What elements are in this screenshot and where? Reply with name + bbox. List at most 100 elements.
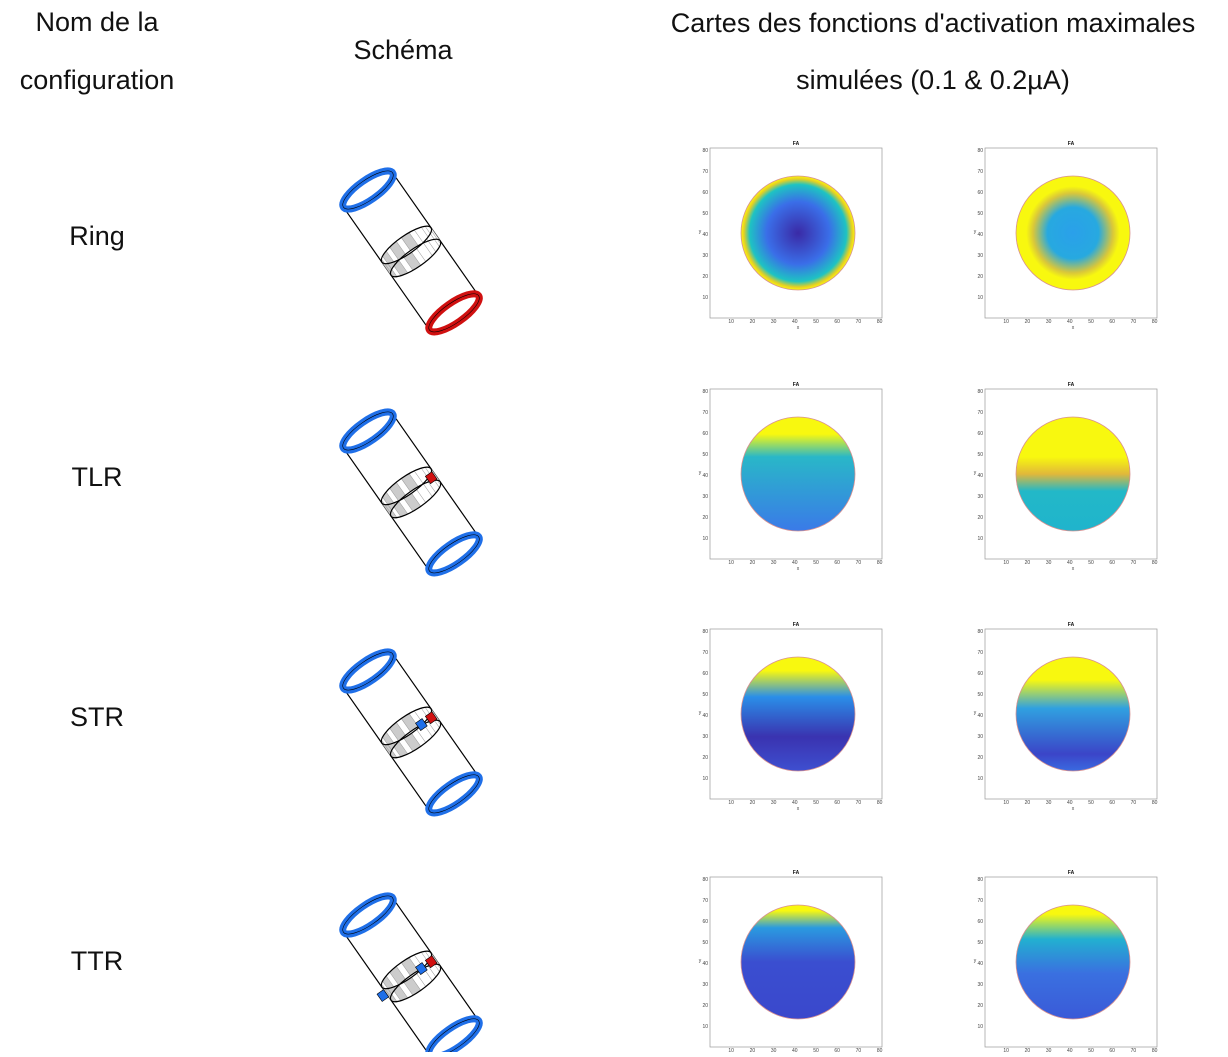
x-tick-label: 20 [750, 319, 756, 325]
y-tick-label: 20 [977, 755, 983, 761]
ring-electrode [339, 892, 397, 938]
x-tick-label: 80 [1152, 319, 1158, 325]
x-tick-label: 30 [1046, 800, 1052, 806]
y-tick-label: 50 [702, 211, 708, 217]
ring-electrode [425, 531, 483, 577]
x-tick-label: 20 [750, 560, 756, 566]
x-tick-label: 40 [792, 319, 798, 325]
y-tick-label: 20 [702, 1003, 708, 1009]
x-tick-label: 20 [750, 1048, 756, 1052]
y-tick-label: 20 [702, 274, 708, 280]
x-tick-label: 70 [856, 319, 862, 325]
electrode [424, 711, 438, 725]
y-tick-label: 40 [977, 232, 983, 238]
x-tick-label: 70 [856, 560, 862, 566]
y-tick-label: 30 [702, 734, 708, 740]
header: configuration [20, 65, 175, 95]
electrode [376, 989, 390, 1002]
y-tick-label: 80 [977, 389, 983, 395]
electrode [415, 962, 428, 975]
x-tick-label: 10 [1003, 800, 1009, 806]
x-tick-label: 20 [750, 800, 756, 806]
x-tick-label: 40 [1067, 800, 1073, 806]
y-tick-label: 80 [977, 877, 983, 883]
x-tick-label: 50 [813, 1048, 819, 1052]
plot-title: FA [1068, 141, 1075, 147]
x-label: x [1072, 325, 1075, 331]
y-tick-label: 50 [977, 211, 983, 217]
y-tick-label: 30 [977, 494, 983, 500]
ring-segment [400, 713, 419, 732]
x-label: x [797, 566, 800, 572]
x-tick-label: 60 [1109, 800, 1115, 806]
x-tick-label: 50 [1088, 319, 1094, 325]
schematic [339, 892, 483, 1057]
x-tick-label: 60 [834, 1048, 840, 1052]
ring-segment [400, 957, 419, 976]
ring-outline [342, 170, 394, 210]
x-tick-label: 60 [1109, 1048, 1115, 1052]
x-tick-label: 40 [1067, 560, 1073, 566]
y-label: y [974, 229, 977, 235]
ring [380, 225, 433, 265]
plot-title: FA [1068, 382, 1075, 388]
ring [389, 238, 442, 278]
ring [389, 479, 442, 519]
y-label: y [974, 710, 977, 716]
ring-segment [400, 232, 419, 251]
ring [380, 706, 433, 746]
y-tick-label: 60 [977, 190, 983, 196]
header: Schéma [353, 35, 453, 65]
x-tick-label: 30 [771, 1048, 777, 1052]
y-tick-label: 30 [977, 982, 983, 988]
ring-segment [403, 732, 422, 752]
y-tick-label: 40 [702, 473, 708, 479]
x-tick-label: 80 [877, 1048, 883, 1052]
y-tick-label: 80 [702, 389, 708, 395]
y-tick-label: 40 [702, 232, 708, 238]
x-label: x [1072, 806, 1075, 812]
plot-title: FA [793, 622, 800, 628]
x-tick-label: 50 [813, 800, 819, 806]
x-tick-label: 20 [1025, 560, 1031, 566]
y-tick-label: 70 [702, 650, 708, 656]
x-tick-label: 70 [1131, 319, 1137, 325]
ring [389, 719, 442, 759]
activation-map [740, 656, 856, 772]
x-tick-label: 30 [1046, 319, 1052, 325]
plot-title: FA [793, 141, 800, 147]
x-tick-label: 70 [1131, 800, 1137, 806]
x-label: x [797, 325, 800, 331]
y-tick-label: 40 [702, 961, 708, 967]
y-tick-label: 80 [702, 877, 708, 883]
x-tick-label: 10 [1003, 319, 1009, 325]
activation-map [1015, 904, 1131, 1020]
schematic [339, 648, 483, 817]
y-tick-label: 70 [977, 898, 983, 904]
row-label: TLR [71, 462, 122, 492]
x-tick-label: 70 [856, 1048, 862, 1052]
x-tick-label: 80 [877, 319, 883, 325]
x-tick-label: 50 [1088, 560, 1094, 566]
ring-electrode [425, 771, 483, 817]
electrode [424, 955, 438, 969]
y-tick-label: 30 [977, 253, 983, 259]
x-tick-label: 40 [1067, 1048, 1073, 1052]
y-tick-label: 30 [702, 494, 708, 500]
y-tick-label: 70 [702, 169, 708, 175]
ring-electrode [425, 290, 483, 336]
y-tick-label: 80 [977, 148, 983, 154]
x-tick-label: 40 [792, 1048, 798, 1052]
x-tick-label: 50 [1088, 1048, 1094, 1052]
activation-map [740, 175, 856, 291]
x-tick-label: 10 [1003, 1048, 1009, 1052]
y-tick-label: 20 [702, 755, 708, 761]
x-tick-label: 20 [1025, 319, 1031, 325]
plot-title: FA [793, 382, 800, 388]
y-tick-label: 10 [702, 536, 708, 542]
y-tick-label: 40 [702, 713, 708, 719]
x-label: x [797, 806, 800, 812]
y-tick-label: 40 [977, 713, 983, 719]
y-tick-label: 10 [702, 295, 708, 301]
